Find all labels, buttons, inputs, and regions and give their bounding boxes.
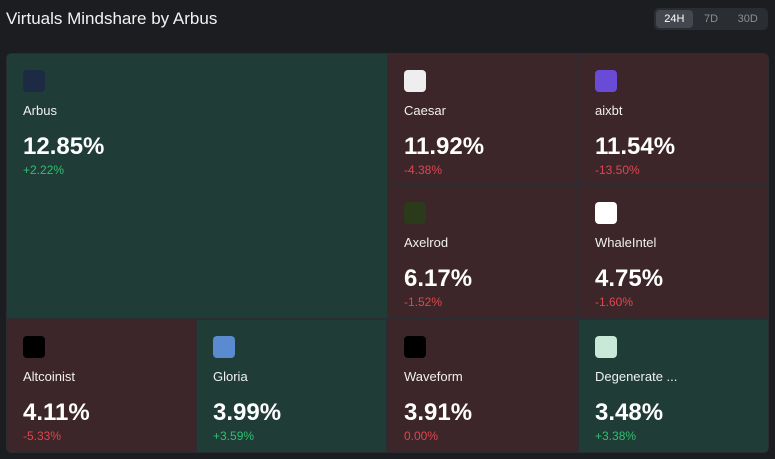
- tile-name: aixbt: [595, 103, 623, 118]
- icon: [23, 336, 45, 358]
- tile-share: 4.11%: [23, 399, 90, 426]
- tile-share: 12.85%: [23, 133, 105, 160]
- icon: [595, 202, 617, 224]
- icon: [595, 336, 617, 358]
- icon: [595, 70, 617, 92]
- tab[interactable]: 30D: [737, 13, 758, 25]
- tile[interactable]: aixbt 11.54% -13.50%: [579, 54, 768, 184]
- tab[interactable]: 7D: [703, 13, 719, 25]
- tile-change: -4.38%: [404, 163, 443, 177]
- tile-change: -5.33%: [23, 429, 62, 443]
- tile[interactable]: Degenerate ... 3.48% +3.38%: [579, 320, 768, 452]
- icon: [404, 70, 426, 92]
- tile-name: Axelrod: [404, 235, 449, 250]
- tile[interactable]: WhaleIntel 4.75% -1.60%: [579, 186, 768, 318]
- icon: [404, 202, 426, 224]
- tab[interactable]: 24H: [656, 10, 693, 28]
- icon: [404, 336, 426, 358]
- tile-name: Arbus: [23, 103, 57, 118]
- icon: [23, 70, 45, 92]
- tile[interactable]: Caesar 11.92% -4.38%: [388, 54, 577, 184]
- tile[interactable]: Arbus 12.85% +2.22%: [7, 54, 387, 318]
- tile-name: Gloria: [213, 369, 248, 384]
- title: Virtuals Mindshare by Arbus: [6, 9, 218, 28]
- tile-change: 0.00%: [404, 429, 439, 443]
- tile-name: Degenerate ...: [595, 369, 678, 384]
- tile-change: -1.52%: [404, 295, 443, 309]
- tile-share: 4.75%: [595, 265, 664, 292]
- tab-group: 24H 7D 30D: [654, 8, 768, 30]
- tile[interactable]: Gloria 3.99% +3.59%: [197, 320, 386, 452]
- tile-share: 6.17%: [404, 265, 473, 292]
- icon: [213, 336, 235, 358]
- tile-share: 3.99%: [213, 399, 282, 426]
- tile-name: Altcoinist: [23, 369, 76, 384]
- tile[interactable]: Waveform 3.91% 0.00%: [388, 320, 577, 452]
- tile-change: +3.38%: [595, 429, 637, 443]
- tile-name: Waveform: [404, 369, 463, 384]
- tile-change: +3.59%: [213, 429, 255, 443]
- tile-share: 3.91%: [404, 399, 473, 426]
- tile-change: +2.22%: [23, 163, 65, 177]
- tile[interactable]: Altcoinist 4.11% -5.33%: [7, 320, 195, 452]
- tile-share: 11.54%: [595, 133, 676, 160]
- tile-change: -13.50%: [595, 163, 640, 177]
- tile-name: Caesar: [404, 103, 446, 118]
- treemap: Arbus 12.85% +2.22% Caesar 11.92% -4.38% aixbt…: [6, 53, 769, 453]
- tile-name: WhaleIntel: [595, 235, 657, 250]
- tile-share: 3.48%: [595, 399, 664, 426]
- tile-change: -1.60%: [595, 295, 634, 309]
- tile-share: 11.92%: [404, 133, 485, 160]
- tile[interactable]: Axelrod 6.17% -1.52%: [388, 186, 577, 318]
